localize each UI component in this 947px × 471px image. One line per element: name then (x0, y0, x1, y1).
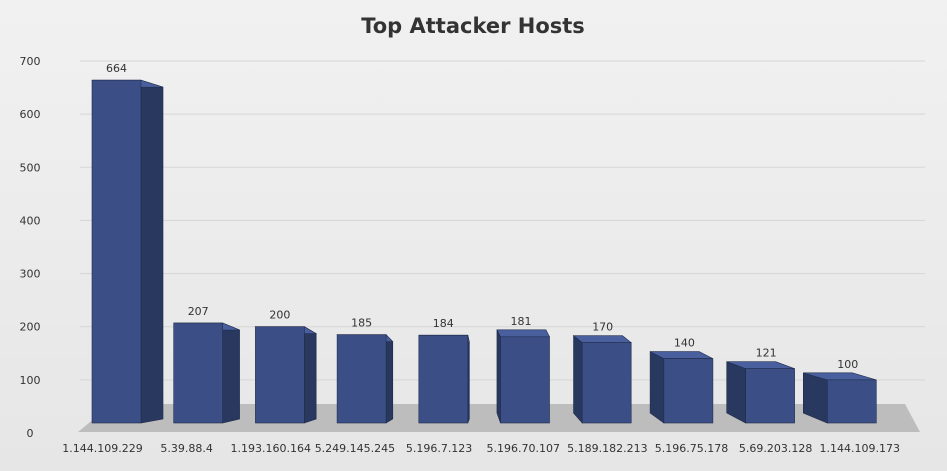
x-tick-label: 1.144.109.173 (820, 442, 900, 455)
y-tick-label: 400 (20, 214, 41, 227)
bar-front (745, 368, 795, 424)
bar (173, 322, 240, 424)
x-tick-label: 5.249.145.245 (315, 442, 395, 455)
bar (572, 335, 633, 424)
bar (802, 372, 877, 424)
bar-side (385, 333, 394, 424)
y-tick-label: 300 (20, 268, 41, 281)
bar-front (255, 326, 305, 424)
data-label: 184 (433, 317, 454, 330)
bar-front (91, 79, 142, 424)
data-label: 170 (592, 321, 613, 334)
bar (418, 334, 470, 424)
bar-front (663, 358, 714, 424)
data-label: 185 (351, 317, 372, 330)
bar-top (496, 329, 550, 338)
bar-front (500, 336, 550, 424)
bar-side (649, 351, 665, 424)
bar-side (222, 322, 240, 424)
bar-top (572, 335, 633, 343)
x-tick-label: 5.196.75.178 (655, 442, 728, 455)
chart-title: Top Attacker Hosts (361, 14, 585, 38)
bar-front (173, 322, 223, 424)
data-label: 207 (188, 305, 209, 318)
bar-front (418, 334, 469, 424)
bar-front (336, 334, 387, 424)
bar (91, 79, 164, 424)
y-tick-label: 700 (20, 55, 41, 68)
data-label: 200 (269, 309, 290, 322)
bar (336, 333, 394, 424)
x-tick-label: 5.196.70.107 (486, 442, 559, 455)
data-label: 100 (837, 358, 858, 371)
bar-side (140, 79, 164, 424)
x-tick-label: 1.193.160.164 (231, 442, 311, 455)
x-tick-label: 5.39.88.4 (160, 442, 212, 455)
bar (726, 361, 795, 424)
bar-side (496, 329, 501, 424)
bars (91, 79, 877, 424)
y-tick-label: 100 (20, 374, 41, 387)
y-axis: 0 100 200 300 400 500 600 700 (20, 55, 41, 440)
bar-side (304, 326, 317, 424)
bar-side (726, 361, 746, 424)
y-tick-label: 500 (20, 161, 41, 174)
bar (649, 351, 714, 424)
bar-side (573, 335, 583, 424)
x-tick-label: 5.189.182.213 (567, 442, 647, 455)
bar-front (581, 342, 632, 424)
data-label: 181 (511, 315, 532, 328)
data-labels: 664 207 200 185 184 181 170 140 121 100 (106, 62, 858, 371)
bar (254, 326, 318, 424)
x-tick-label: 5.196.7.123 (406, 442, 472, 455)
y-tick-label: 200 (20, 321, 41, 334)
data-label: 121 (756, 347, 777, 360)
x-axis: 1.144.109.229 5.39.88.4 1.193.160.164 5.249… (62, 442, 900, 455)
y-tick-label: 600 (20, 108, 41, 121)
x-tick-label: 5.69.203.128 (739, 442, 812, 455)
data-label: 140 (674, 337, 695, 350)
bar-front (826, 379, 877, 424)
x-tick-label: 1.144.109.229 (62, 442, 142, 455)
data-label: 664 (106, 62, 127, 75)
bar (496, 329, 550, 424)
y-tick-label: 0 (27, 427, 34, 440)
